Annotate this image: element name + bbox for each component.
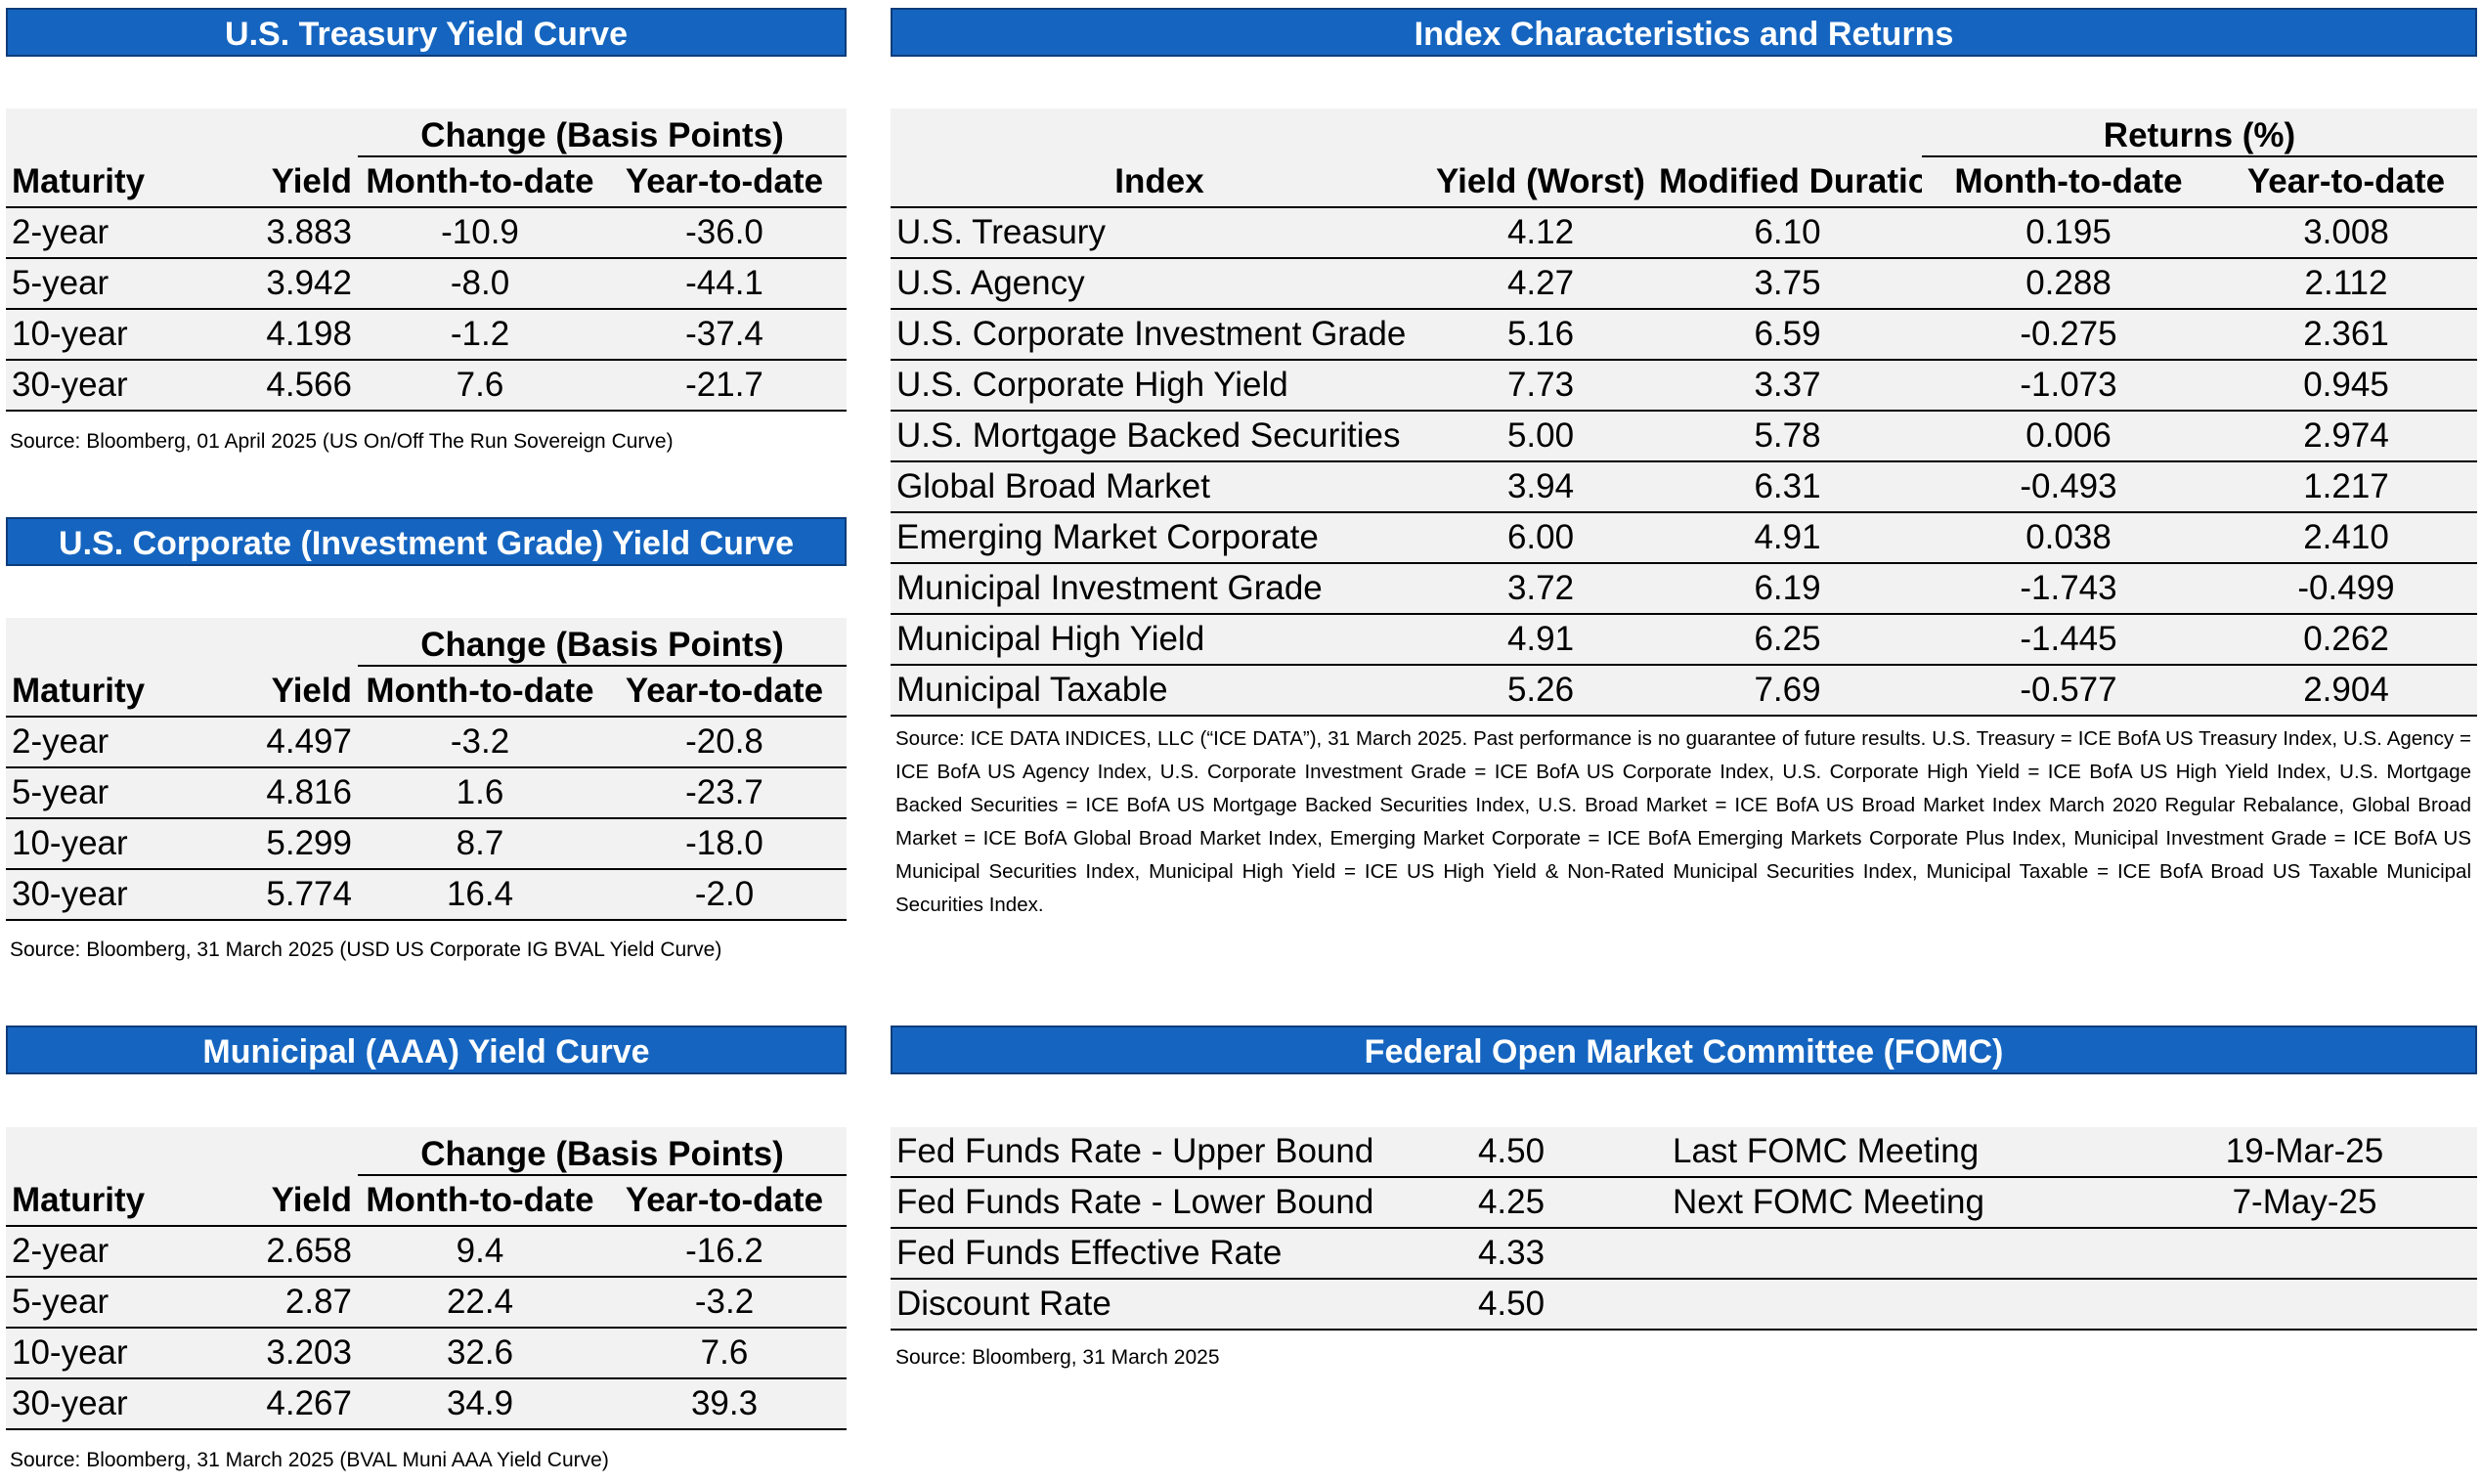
treasury-source: Source: Bloomberg, 01 April 2025 (US On/… [10,430,674,453]
table-row: 5-year 4.816 1.6 -23.7 [6,767,848,819]
col-header-ytd: Year-to-date [602,1175,848,1227]
table-row: U.S. Agency 4.27 3.75 0.288 2.112 [891,258,2477,310]
treasury-header: U.S. Treasury Yield Curve [6,8,847,57]
table-row: Fed Funds Effective Rate 4.33 [891,1228,2477,1280]
table-row: 30-year 4.267 34.9 39.3 [6,1378,848,1430]
index-header: Index Characteristics and Returns [891,8,2477,57]
table-row: 10-year 5.299 8.7 -18.0 [6,818,848,870]
treasury-table: Change (Basis Points) Maturity Yield Mon… [6,109,848,412]
table-row: 5-year 2.87 22.4 -3.2 [6,1277,848,1329]
col-header-yield: Yield [201,156,358,208]
table-row: 2-year 2.658 9.4 -16.2 [6,1226,848,1278]
table-row: Municipal High Yield 4.91 6.25 -1.445 0.… [891,614,2477,666]
fomc-title: Federal Open Market Committee (FOMC) [1364,1033,2004,1070]
col-header-yield-worst: Yield (Worst) [1428,156,1653,208]
table-row: U.S. Mortgage Backed Securities 5.00 5.7… [891,411,2477,462]
table-row: Municipal Taxable 5.26 7.69 -0.577 2.904 [891,665,2477,717]
corporate-header: U.S. Corporate (Investment Grade) Yield … [6,517,847,566]
municipal-table: Change (Basis Points) Maturity Yield Mon… [6,1127,848,1430]
table-row: 10-year 4.198 -1.2 -37.4 [6,309,848,361]
municipal-source: Source: Bloomberg, 31 March 2025 (BVAL M… [10,1449,609,1471]
table-row: U.S. Corporate High Yield 7.73 3.37 -1.0… [891,360,2477,412]
fomc-source: Source: Bloomberg, 31 March 2025 [895,1346,1220,1369]
index-table: Returns (%) Index Yield (Worst) Modified… [891,109,2477,717]
fomc-table: Fed Funds Rate - Upper Bound 4.50 Last F… [891,1127,2477,1331]
col-header-maturity: Maturity [6,1175,201,1227]
table-row: 10-year 3.203 32.6 7.6 [6,1328,848,1379]
col-header-mtd: Month-to-date [358,156,602,208]
col-header-mtd: Month-to-date [358,1175,602,1227]
table-row: U.S. Treasury 4.12 6.10 0.195 3.008 [891,207,2477,259]
col-header-ytd: Year-to-date [602,156,848,208]
treasury-title: U.S. Treasury Yield Curve [225,16,628,53]
table-row: Municipal Investment Grade 3.72 6.19 -1.… [891,563,2477,615]
fomc-header: Federal Open Market Committee (FOMC) [891,1026,2477,1074]
col-header-modified-duration: Modified Duration [1653,156,1922,208]
table-row: 2-year 4.497 -3.2 -20.8 [6,717,848,768]
municipal-group-header: Change (Basis Points) [358,1127,848,1176]
col-header-index: Index [891,156,1428,208]
col-header-ytd: Year-to-date [602,666,848,718]
table-row: 5-year 3.942 -8.0 -44.1 [6,258,848,310]
municipal-title: Municipal (AAA) Yield Curve [202,1033,650,1070]
table-row: Discount Rate 4.50 [891,1279,2477,1331]
table-row: Fed Funds Rate - Upper Bound 4.50 Last F… [891,1127,2477,1178]
corporate-source: Source: Bloomberg, 31 March 2025 (USD US… [10,938,722,961]
table-row: 2-year 3.883 -10.9 -36.0 [6,207,848,259]
col-header-yield: Yield [201,1175,358,1227]
index-title: Index Characteristics and Returns [1414,16,1954,53]
index-source-note: Source: ICE DATA INDICES, LLC (“ICE DATA… [895,727,2471,916]
corporate-title: U.S. Corporate (Investment Grade) Yield … [59,525,794,562]
col-header-mtd: Month-to-date [1922,156,2215,208]
table-row: Fed Funds Rate - Lower Bound 4.25 Next F… [891,1177,2477,1229]
table-row: Emerging Market Corporate 6.00 4.91 0.03… [891,512,2477,564]
table-row: Global Broad Market 3.94 6.31 -0.493 1.2… [891,461,2477,513]
corporate-group-header: Change (Basis Points) [358,618,848,667]
index-group-header: Returns (%) [1922,109,2477,157]
col-header-maturity: Maturity [6,666,201,718]
col-header-maturity: Maturity [6,156,201,208]
col-header-yield: Yield [201,666,358,718]
table-row: U.S. Corporate Investment Grade 5.16 6.5… [891,309,2477,361]
corporate-table: Change (Basis Points) Maturity Yield Mon… [6,618,848,921]
table-row: 30-year 5.774 16.4 -2.0 [6,869,848,921]
municipal-header: Municipal (AAA) Yield Curve [6,1026,847,1074]
table-row: 30-year 4.566 7.6 -21.7 [6,360,848,412]
col-header-mtd: Month-to-date [358,666,602,718]
col-header-ytd: Year-to-date [2215,156,2477,208]
treasury-group-header: Change (Basis Points) [358,109,848,157]
